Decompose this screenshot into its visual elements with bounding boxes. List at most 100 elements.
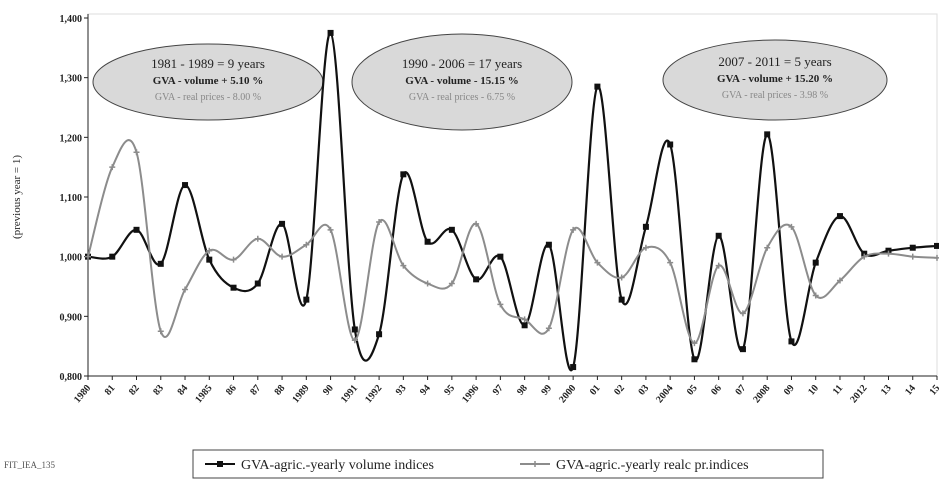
point-marker xyxy=(254,235,261,242)
x-tick-label: 90 xyxy=(321,383,336,398)
x-tick-label: 10 xyxy=(806,383,821,398)
legend-label: GVA-agric.-yearly volume indices xyxy=(241,458,434,473)
point-marker xyxy=(861,253,868,260)
x-tick-label: 82 xyxy=(127,383,142,398)
point-marker xyxy=(909,253,916,260)
point-marker xyxy=(351,326,358,333)
x-tick-label: 2012 xyxy=(848,383,869,405)
point-marker xyxy=(473,276,480,283)
point-marker xyxy=(667,141,674,148)
x-tick-label: 97 xyxy=(491,383,506,398)
point-marker xyxy=(642,244,649,251)
footnote: FIT_IEA_135 xyxy=(4,460,55,470)
point-marker xyxy=(473,220,480,227)
annotation-bubble xyxy=(662,39,888,121)
point-marker xyxy=(521,322,528,329)
y-tick-label: 1,300 xyxy=(60,74,83,85)
y-tick-label: 0,900 xyxy=(60,312,83,323)
x-tick-label: 06 xyxy=(709,383,724,398)
point-marker xyxy=(448,280,455,287)
x-tick-label: 1985 xyxy=(193,383,214,405)
x-tick-label: 1989 xyxy=(290,383,311,405)
point-marker xyxy=(424,238,431,245)
point-marker xyxy=(303,296,310,303)
y-tick-label: 1,200 xyxy=(60,133,83,144)
x-tick-label: 1980 xyxy=(72,383,93,405)
x-tick-label: 83 xyxy=(151,383,166,398)
x-tick-label: 2000 xyxy=(557,383,578,405)
point-marker xyxy=(715,262,722,269)
point-marker xyxy=(570,226,577,233)
x-tick-label: 99 xyxy=(539,383,554,398)
y-tick-label: 1,100 xyxy=(60,193,83,204)
point-marker xyxy=(667,259,674,266)
point-marker xyxy=(230,256,237,263)
point-marker xyxy=(788,338,795,345)
x-tick-label: 05 xyxy=(685,383,700,398)
point-marker xyxy=(182,182,189,189)
x-tick-label: 98 xyxy=(515,383,530,398)
annotation-text: 1981 - 1989 = 9 years xyxy=(151,56,265,71)
x-tick-label: 95 xyxy=(442,383,457,398)
legend-box xyxy=(192,449,824,479)
point-marker xyxy=(279,220,286,227)
x-tick-label: 93 xyxy=(394,383,409,398)
point-marker xyxy=(934,254,939,261)
point-marker xyxy=(836,277,843,284)
point-marker xyxy=(448,226,455,233)
point-marker xyxy=(885,250,892,257)
point-marker xyxy=(376,331,383,338)
x-tick-label: 09 xyxy=(782,383,797,398)
point-marker xyxy=(594,259,601,266)
point-marker xyxy=(739,346,746,353)
annotation-text: 2007 - 2011 = 5 years xyxy=(718,54,831,69)
point-marker xyxy=(934,242,939,249)
point-marker xyxy=(327,29,334,36)
y-tick-label: 1,000 xyxy=(60,253,83,264)
x-tick-label: 14 xyxy=(903,383,918,398)
point-marker xyxy=(570,364,577,371)
point-marker xyxy=(715,232,722,239)
point-marker xyxy=(764,131,771,138)
annotation-text: GVA - volume + 5.10 % xyxy=(153,75,264,87)
point-marker xyxy=(133,226,140,233)
point-marker xyxy=(739,310,746,317)
x-tick-label: 1996 xyxy=(460,383,481,405)
x-tick-label: 1992 xyxy=(363,383,384,405)
point-marker xyxy=(642,223,649,230)
legend-label: GVA-agric.-yearly realc pr.indices xyxy=(556,458,749,473)
series-line xyxy=(87,31,938,372)
x-tick-label: 07 xyxy=(733,383,748,398)
point-marker xyxy=(618,274,625,281)
x-tick-label: 84 xyxy=(175,383,190,398)
point-marker xyxy=(545,241,552,248)
point-marker xyxy=(812,292,819,299)
legend-marker xyxy=(532,461,538,467)
annotation-text: GVA - real prices - 6.75 % xyxy=(409,92,515,103)
point-marker xyxy=(691,356,698,363)
point-marker xyxy=(157,260,164,267)
x-tick-label: 81 xyxy=(103,383,118,398)
y-tick-label: 0,800 xyxy=(60,372,83,383)
x-tick-label: 87 xyxy=(248,383,263,398)
x-tick-label: 1991 xyxy=(339,383,360,405)
y-axis-title: (previous year = 1) xyxy=(11,155,23,239)
x-tick-label: 94 xyxy=(418,383,433,398)
x-tick-label: 86 xyxy=(224,383,239,398)
point-marker xyxy=(836,213,843,220)
x-tick-label: 02 xyxy=(612,383,627,398)
point-marker xyxy=(545,325,552,332)
point-marker xyxy=(812,259,819,266)
legend-marker xyxy=(217,461,223,467)
point-marker xyxy=(182,286,189,293)
point-marker xyxy=(109,164,116,171)
x-tick-label: 11 xyxy=(831,383,846,397)
point-marker xyxy=(521,316,528,323)
point-marker xyxy=(424,280,431,287)
x-tick-label: 15 xyxy=(927,383,939,398)
point-marker xyxy=(351,337,358,344)
point-marker xyxy=(788,223,795,230)
point-marker xyxy=(909,244,916,251)
point-marker xyxy=(618,296,625,303)
